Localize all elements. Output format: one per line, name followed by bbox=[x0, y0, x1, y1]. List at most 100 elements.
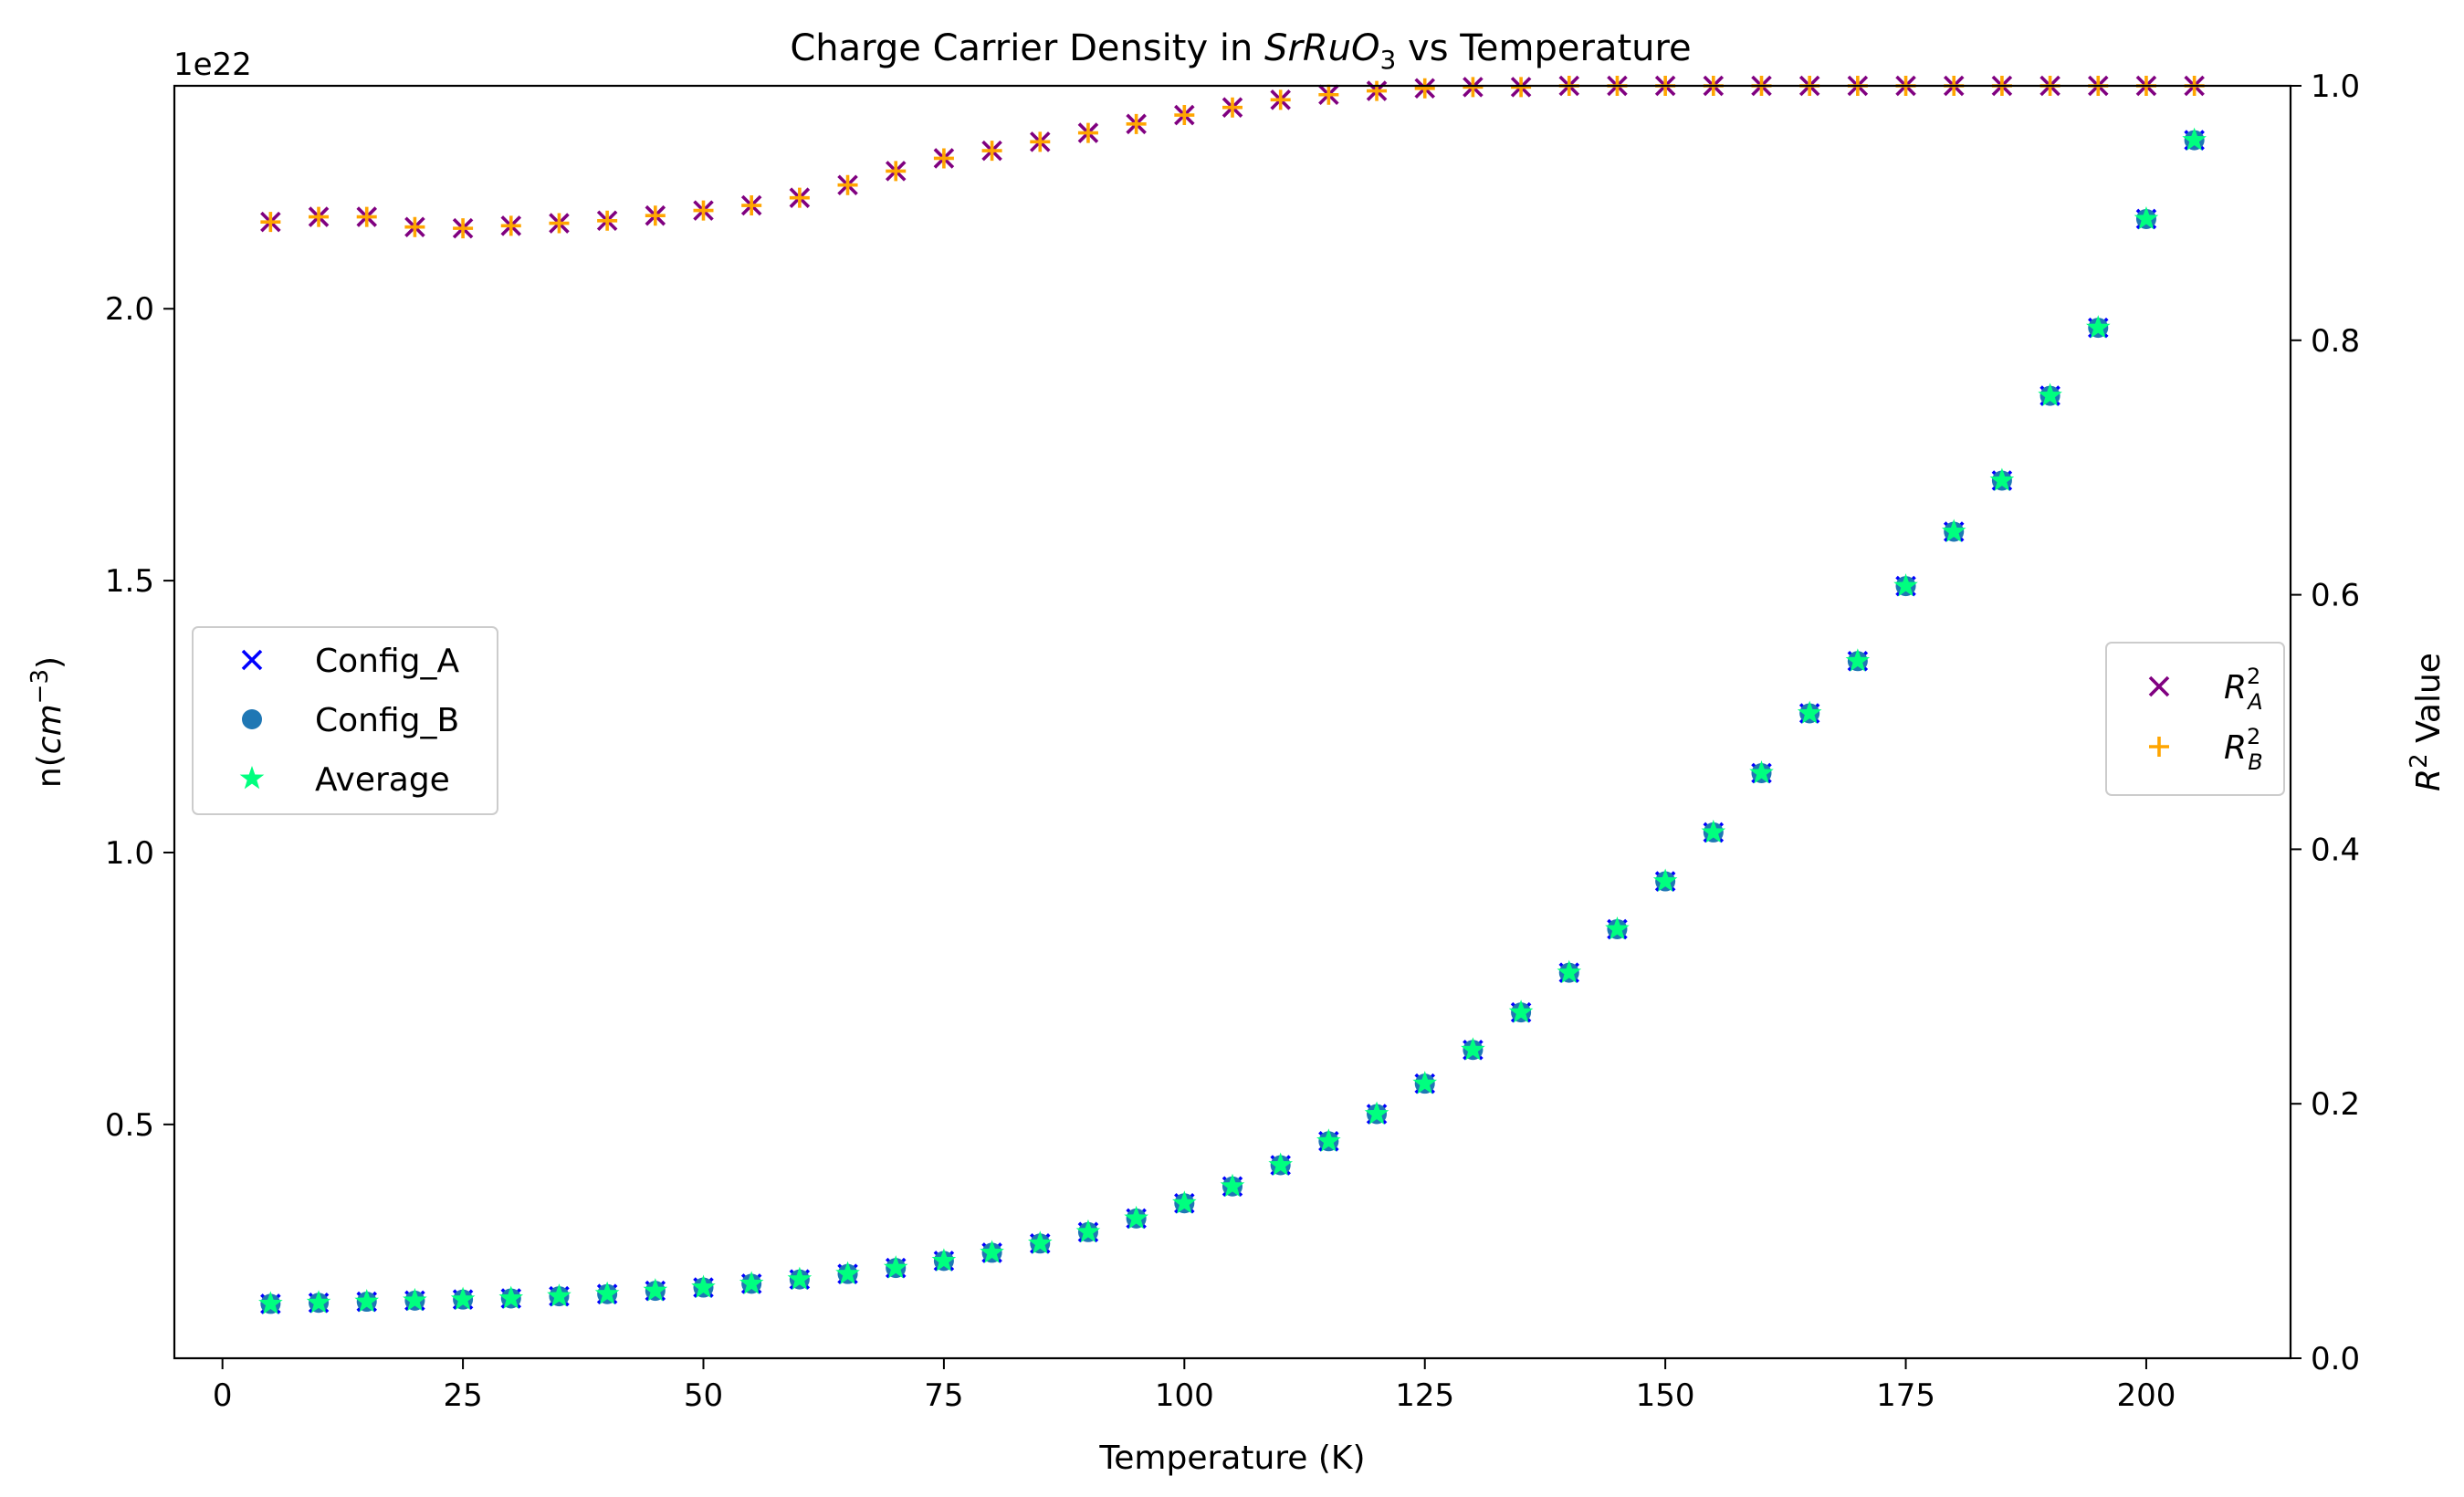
average-point bbox=[643, 1278, 668, 1302]
r2-b-point bbox=[597, 210, 618, 231]
r2-b-point bbox=[693, 200, 714, 221]
r2-b-point bbox=[1270, 89, 1291, 110]
average-point bbox=[2085, 315, 2111, 339]
x-tick-label: 75 bbox=[924, 1377, 963, 1414]
r2-b-point bbox=[356, 206, 377, 227]
average-point bbox=[2038, 382, 2062, 406]
data-layer bbox=[258, 75, 2207, 1314]
r2-b-point bbox=[1126, 113, 1147, 134]
y-axis-right: 0.0 0.2 0.4 0.6 0.8 1.0 bbox=[2291, 68, 2360, 1377]
average-point bbox=[594, 1281, 620, 1305]
average-point bbox=[1508, 1000, 1534, 1023]
legend-label-average: Average bbox=[315, 761, 450, 799]
average-point bbox=[1652, 868, 1678, 892]
r2-b-point bbox=[549, 213, 570, 234]
legend-label-r2-a: R2 A bbox=[2224, 664, 2263, 715]
r2-b-point bbox=[1077, 122, 1098, 143]
average-point bbox=[1893, 573, 1918, 597]
average-point bbox=[691, 1274, 716, 1298]
average-point bbox=[1124, 1205, 1148, 1230]
y2-tick-label: 0.2 bbox=[2311, 1086, 2360, 1123]
average-point bbox=[931, 1248, 957, 1272]
y-axis-label: n(cm−3) bbox=[26, 656, 68, 788]
y-tick-label: 0.5 bbox=[105, 1107, 154, 1144]
r2-b-point bbox=[741, 195, 762, 216]
r2-b-point bbox=[1174, 105, 1195, 126]
average-point bbox=[2134, 205, 2159, 230]
average-point bbox=[1797, 700, 1822, 724]
average-point bbox=[1845, 648, 1871, 672]
legend-right-box bbox=[2105, 642, 2285, 796]
average-point bbox=[1749, 760, 1774, 784]
average-point bbox=[258, 1291, 283, 1314]
legend-right: R2 A R2 B bbox=[2105, 642, 2285, 796]
average-point bbox=[1605, 916, 1630, 940]
average-point bbox=[1412, 1071, 1438, 1094]
y-tick-label: 1.0 bbox=[105, 835, 154, 872]
average-point bbox=[1701, 819, 1726, 843]
average-point bbox=[306, 1290, 331, 1314]
r2-b-point bbox=[645, 205, 666, 226]
average-point bbox=[1027, 1230, 1053, 1254]
r2-b-point bbox=[260, 212, 281, 233]
r2-b-point bbox=[933, 148, 954, 169]
r2-b-point bbox=[837, 174, 858, 195]
legend-label-config-b: Config_B bbox=[315, 702, 459, 739]
legend-marker-r2-b bbox=[2149, 737, 2169, 757]
legend-left-box bbox=[192, 626, 498, 815]
y2-tick-label: 0.8 bbox=[2311, 323, 2360, 360]
x-axis-label: Temperature (K) bbox=[1098, 1439, 1365, 1477]
x-tick-label: 200 bbox=[2117, 1377, 2176, 1414]
average-point bbox=[787, 1266, 813, 1290]
y-tick-label: 1.5 bbox=[105, 563, 154, 600]
average-point bbox=[835, 1261, 860, 1284]
legend-label-r2-b: R2 B bbox=[2224, 724, 2263, 775]
r2-b-point bbox=[1511, 77, 1532, 98]
y2-tick-label: 0.0 bbox=[2311, 1341, 2360, 1377]
average-point bbox=[1220, 1173, 1245, 1198]
y2-tick-label: 1.0 bbox=[2311, 68, 2360, 105]
x-tick-label: 25 bbox=[443, 1377, 482, 1414]
r2-b-point bbox=[1222, 97, 1242, 118]
r2-b-point bbox=[1367, 80, 1388, 101]
average-point bbox=[1989, 467, 2015, 491]
y-offset-text: 1e22 bbox=[173, 47, 252, 83]
legend-left: Config_A Config_B Average bbox=[192, 626, 498, 815]
average-point bbox=[1172, 1190, 1197, 1214]
r2-b-point bbox=[981, 141, 1002, 162]
r2-b-point bbox=[789, 187, 810, 208]
average-point bbox=[450, 1286, 476, 1310]
y-axis-left: 0.5 1.0 1.5 2.0 bbox=[105, 291, 174, 1144]
average-point bbox=[354, 1289, 380, 1313]
r2-b-point bbox=[309, 206, 330, 227]
chart-title: Charge Carrier Density in SrRuO3 vs Temp… bbox=[790, 27, 1691, 75]
average-point bbox=[1941, 518, 1966, 542]
average-point bbox=[739, 1271, 764, 1294]
r2-b-point bbox=[453, 218, 474, 239]
r2-b-point bbox=[886, 161, 907, 182]
average-point bbox=[498, 1285, 524, 1309]
r2-b-point bbox=[1463, 77, 1484, 98]
average-point bbox=[403, 1287, 427, 1312]
legend-marker-config-b bbox=[242, 709, 262, 729]
r2-b-point bbox=[404, 216, 425, 237]
legend-marker-r2-a bbox=[2148, 675, 2170, 697]
r2-b-point bbox=[1414, 78, 1435, 99]
average-point bbox=[1461, 1037, 1485, 1061]
average-point bbox=[1316, 1128, 1341, 1152]
average-point bbox=[1364, 1101, 1389, 1125]
legend-marker-config-a bbox=[241, 649, 263, 671]
r2-b-point bbox=[1318, 84, 1339, 105]
x-tick-label: 50 bbox=[684, 1377, 723, 1414]
average-point bbox=[883, 1255, 908, 1279]
x-axis: 0 25 50 75 100 125 150 175 200 bbox=[213, 1358, 2176, 1414]
x-tick-label: 150 bbox=[1636, 1377, 1695, 1414]
average-point bbox=[2182, 127, 2207, 151]
r2-b-point bbox=[500, 215, 521, 236]
average-point bbox=[1075, 1219, 1101, 1243]
x-tick-label: 0 bbox=[213, 1377, 233, 1414]
r2-b-point bbox=[1030, 131, 1051, 152]
average-point bbox=[980, 1240, 1004, 1263]
plot-area-frame bbox=[173, 84, 2292, 1360]
